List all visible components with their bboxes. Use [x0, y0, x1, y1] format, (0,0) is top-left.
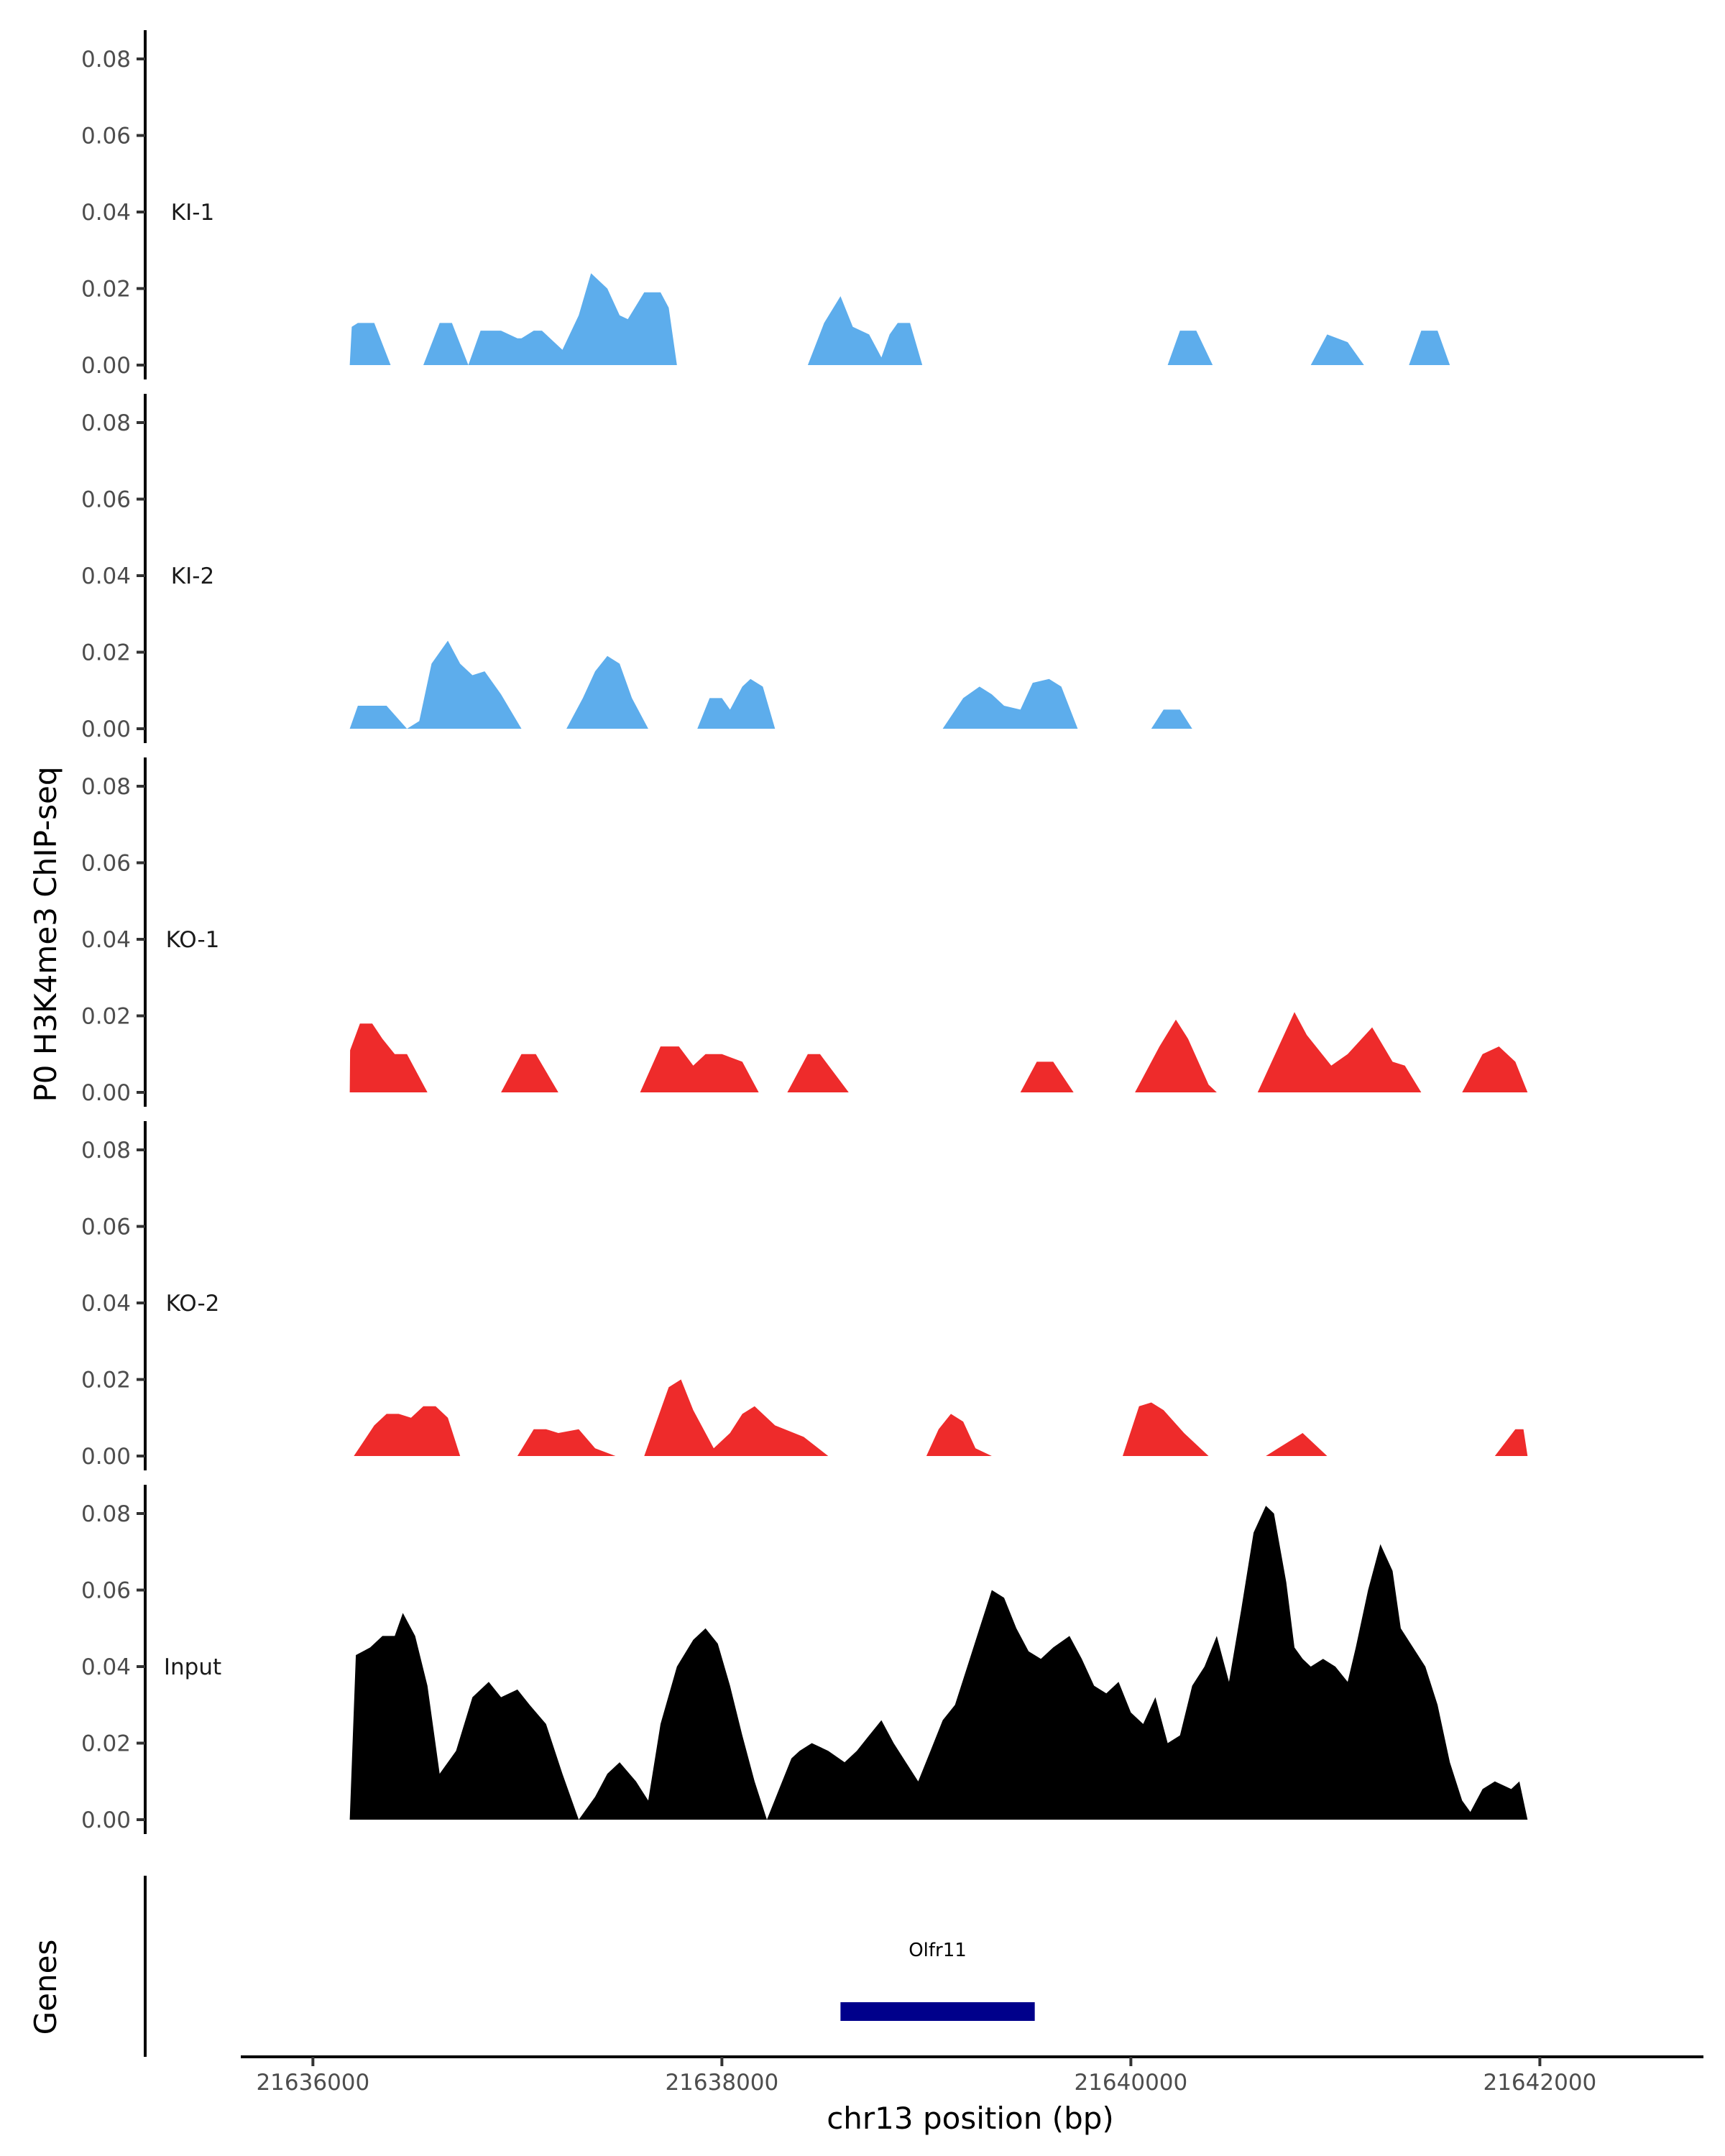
y-tick-label: 0.00 [81, 1807, 131, 1833]
y-tick-label: 0.02 [81, 277, 131, 303]
y-tick-label: 0.02 [81, 640, 131, 666]
y-tick-label: 0.04 [81, 200, 131, 226]
track-panel: 0.00 0.02 0.04 0.06 0.08 KI-2 [81, 394, 1209, 743]
y-tick-label: 0.06 [81, 487, 131, 513]
genes-axis-title: Genes [28, 1940, 63, 2035]
y-axis-title: P0 H3K4me3 ChIP-seq [28, 766, 63, 1102]
y-tick-label: 0.04 [81, 927, 131, 953]
y-tick-label: 0.06 [81, 124, 131, 149]
track-panel: 0.00 0.02 0.04 0.06 0.08 KO-1 [81, 757, 1528, 1107]
track-label: KI-2 [171, 563, 214, 589]
x-axis-title: chr13 position (bp) [827, 2101, 1114, 2136]
y-tick-label: 0.06 [81, 851, 131, 877]
gene-label: Olfr11 [908, 1940, 967, 1961]
signal-area [349, 640, 1209, 729]
signal-area [349, 1506, 1528, 1820]
y-tick-label: 0.00 [81, 1444, 131, 1470]
y-tick-label: 0.08 [81, 410, 131, 436]
track-panel: 0.00 0.02 0.04 0.06 0.08 KI-1 [81, 30, 1467, 379]
y-tick-label: 0.02 [81, 1368, 131, 1393]
gene-track: Olfr11 [144, 1876, 1035, 2057]
track-label: KO-1 [166, 927, 220, 953]
y-tick-label: 0.06 [81, 1578, 131, 1604]
y-tick-label: 0.04 [81, 1291, 131, 1317]
signal-area [349, 273, 1467, 365]
tracks-layer: 0.00 0.02 0.04 0.06 0.08 KI-1 0.00 0.02 0.04 0.06… [81, 30, 1528, 1834]
y-tick-label: 0.02 [81, 1731, 131, 1757]
y-tick-label: 0.08 [81, 774, 131, 800]
y-tick-label: 0.08 [81, 1138, 131, 1164]
signal-area [349, 1012, 1528, 1092]
signal-area [349, 1379, 1528, 1456]
y-tick-label: 0.02 [81, 1004, 131, 1030]
y-tick-label: 0.04 [81, 563, 131, 589]
track-label: KI-1 [171, 200, 214, 226]
y-tick-label: 0.00 [81, 717, 131, 742]
track-panel: 0.00 0.02 0.04 0.06 0.08 KO-2 [81, 1121, 1528, 1470]
track-label: Input [164, 1654, 221, 1680]
track-panel: 0.00 0.02 0.04 0.06 0.08 Input [81, 1485, 1528, 1834]
y-tick-label: 0.08 [81, 47, 131, 73]
x-tick-label: 21636000 [256, 2070, 369, 2096]
x-tick-label: 21642000 [1483, 2070, 1596, 2096]
gene-bar [840, 2002, 1035, 2021]
x-axis: 21636000 21638000 21640000 21642000 [241, 2055, 1703, 2096]
track-label: KO-2 [166, 1291, 220, 1317]
y-tick-label: 0.00 [81, 1080, 131, 1106]
x-tick-label: 21640000 [1074, 2070, 1187, 2096]
x-tick-label: 21638000 [665, 2070, 778, 2096]
y-tick-label: 0.04 [81, 1654, 131, 1680]
y-tick-label: 0.00 [81, 353, 131, 379]
y-tick-label: 0.06 [81, 1215, 131, 1240]
y-tick-label: 0.08 [81, 1501, 131, 1527]
